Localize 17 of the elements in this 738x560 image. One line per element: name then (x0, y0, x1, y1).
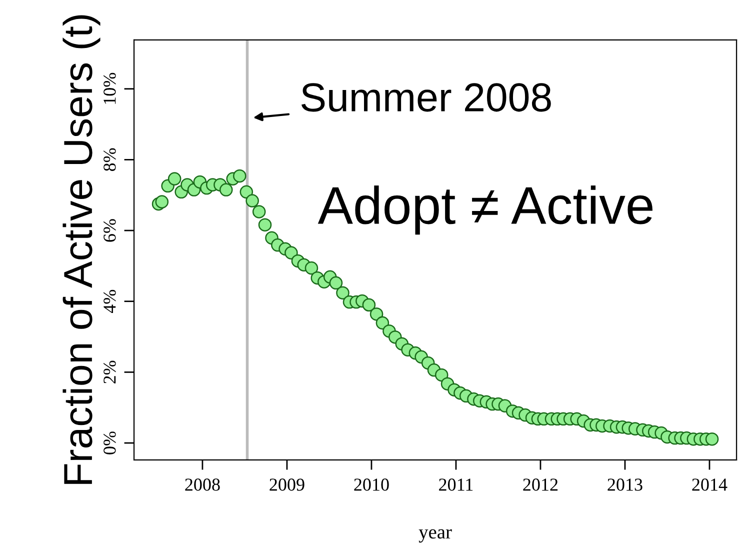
y-tick-label: 0% (104, 432, 116, 454)
x-axis-title: year (418, 529, 452, 543)
x-tick-label: 2013 (608, 478, 642, 491)
x-tick-label: 2010 (354, 478, 389, 491)
x-tick-label: 2011 (439, 478, 473, 491)
y-axis-title: Fraction of Active Users (t) (62, 15, 100, 484)
x-tick-label: 2008 (185, 478, 220, 491)
ref-line-label: Summer 2008 (301, 83, 551, 112)
y-tick-label: 10% (104, 72, 116, 104)
x-tick-label: 2014 (692, 478, 728, 491)
y-tick-label: 8% (104, 148, 116, 172)
y-tick-label: 6% (104, 219, 116, 242)
y-tick-label: 2% (104, 360, 116, 384)
x-tick-label: 2009 (270, 478, 304, 491)
annotation: Adopt ≠ Active (318, 185, 652, 235)
x-tick-label: 2012 (523, 478, 558, 491)
y-tick-label: 4% (104, 290, 116, 314)
